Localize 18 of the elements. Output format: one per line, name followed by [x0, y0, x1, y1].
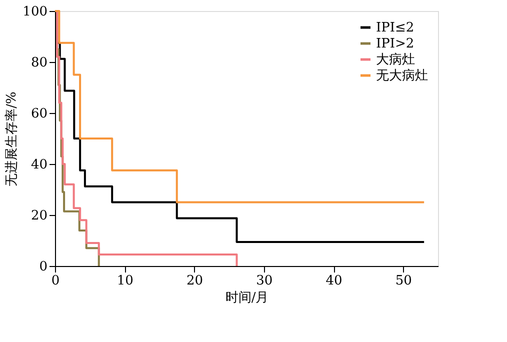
x-tick-label: 20	[186, 274, 204, 288]
y-tick-label: 20	[30, 208, 48, 224]
x-tick-label: 10	[116, 274, 134, 288]
legend-label: 无大病灶	[376, 68, 428, 84]
y-tick-label: 60	[30, 106, 48, 122]
y-tick-label: 80	[30, 56, 48, 70]
legend-label: IPI>2	[376, 36, 414, 52]
x-tick-label: 0	[51, 274, 60, 288]
y-tick-label: 0	[39, 260, 48, 274]
legend-label: IPI≤2	[376, 20, 414, 36]
y-axis-title: 无进展生存率/%	[4, 92, 20, 186]
x-tick-label: 50	[395, 274, 412, 288]
legend-label: 大病灶	[376, 52, 415, 68]
y-tick-label: 100	[22, 4, 48, 20]
y-tick-label: 40	[30, 158, 48, 172]
x-axis-title: 时间/月	[225, 290, 269, 306]
x-tick-label: 30	[256, 274, 273, 288]
x-tick-label: 40	[326, 274, 342, 288]
